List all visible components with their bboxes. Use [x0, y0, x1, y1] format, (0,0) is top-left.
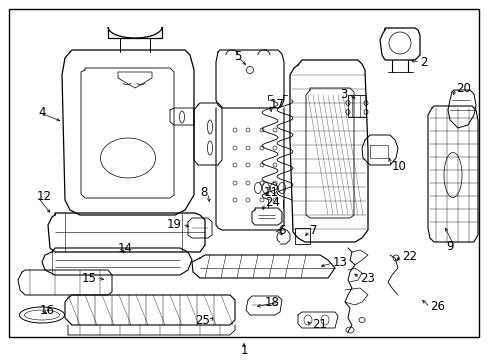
- Text: 12: 12: [37, 189, 52, 202]
- Text: 10: 10: [391, 161, 406, 174]
- Bar: [347, 95, 365, 117]
- Text: 2: 2: [419, 55, 427, 68]
- Text: 4: 4: [38, 105, 45, 118]
- Text: 25: 25: [195, 315, 209, 328]
- Text: 19: 19: [167, 217, 182, 230]
- Text: 16: 16: [40, 303, 55, 316]
- Text: 1: 1: [240, 343, 247, 356]
- Text: 7: 7: [309, 225, 317, 238]
- Text: 9: 9: [446, 239, 453, 252]
- Text: 17: 17: [269, 98, 285, 111]
- Text: 14: 14: [118, 242, 133, 255]
- Text: 22: 22: [401, 249, 416, 262]
- Text: 18: 18: [264, 296, 280, 309]
- Text: 8: 8: [200, 186, 207, 199]
- Text: 5: 5: [234, 50, 241, 63]
- Text: 21: 21: [311, 319, 326, 332]
- Text: 23: 23: [359, 271, 374, 284]
- Text: 26: 26: [429, 301, 444, 314]
- Text: 11: 11: [264, 185, 279, 198]
- Text: 3: 3: [340, 87, 347, 100]
- Text: 13: 13: [332, 256, 347, 270]
- Text: 24: 24: [264, 197, 280, 210]
- Text: 20: 20: [455, 81, 470, 94]
- Text: 15: 15: [82, 271, 97, 284]
- Text: 6: 6: [278, 225, 285, 238]
